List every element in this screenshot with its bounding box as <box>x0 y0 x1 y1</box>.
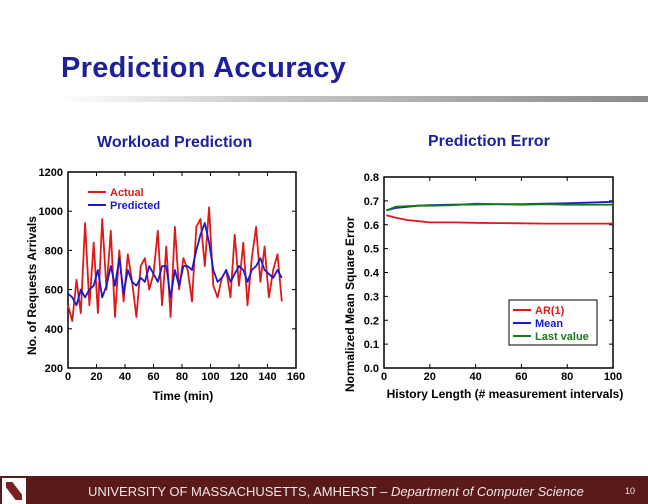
legend-label: AR(1) <box>535 305 565 317</box>
x-tick-label: 160 <box>287 371 305 383</box>
series-line-actual <box>67 206 283 322</box>
footer-separator: – <box>376 484 391 499</box>
x-tick-label: 40 <box>119 371 131 383</box>
y-axis-label: Normalized Mean Square Error <box>343 216 357 392</box>
page-number: 10 <box>625 486 636 496</box>
y-tick-label: 0.7 <box>364 196 379 208</box>
series-line-ar-1- <box>386 214 613 225</box>
y-tick-label: 0.6 <box>364 220 379 232</box>
x-tick-label: 20 <box>90 371 102 383</box>
y-tick-label: 0.0 <box>364 363 379 375</box>
footer-bar <box>0 476 648 504</box>
x-tick-label: 20 <box>424 371 436 383</box>
x-tick-label: 0 <box>65 371 71 383</box>
series-line-predicted <box>67 222 283 307</box>
y-axis-label: No. of Requests Arrivals <box>25 216 39 355</box>
legend-label: Last value <box>535 331 589 343</box>
y-tick-label: 0.2 <box>364 315 379 327</box>
y-tick-label: 0.3 <box>364 291 379 303</box>
slide-title: Prediction Accuracy <box>61 52 347 84</box>
y-tick-label: 1000 <box>39 206 63 218</box>
x-tick-label: 60 <box>515 371 527 383</box>
footer-text: UNIVERSITY OF MASSACHUSETTS, AMHERST – D… <box>88 484 584 499</box>
y-tick-label: 400 <box>45 324 63 336</box>
x-tick-label: 80 <box>561 371 573 383</box>
y-tick-label: 600 <box>45 285 63 297</box>
footer-university: UNIVERSITY OF MASSACHUSETTS, AMHERST <box>88 484 377 499</box>
x-tick-label: 100 <box>604 371 622 383</box>
legend-label: Predicted <box>110 200 160 212</box>
legend-box <box>84 182 166 214</box>
y-tick-label: 0.4 <box>364 268 380 280</box>
x-axis-label: Time (min) <box>153 389 213 403</box>
y-tick-label: 1200 <box>39 167 63 179</box>
y-tick-label: 0.1 <box>364 339 379 351</box>
y-tick-label: 0.5 <box>364 244 379 256</box>
x-tick-label: 0 <box>381 371 387 383</box>
x-tick-label: 100 <box>201 371 219 383</box>
y-tick-label: 0.8 <box>364 172 379 184</box>
x-tick-label: 60 <box>147 371 159 383</box>
x-tick-label: 40 <box>469 371 481 383</box>
x-tick-label: 120 <box>230 371 248 383</box>
x-axis-label: History Length (# measurement intervals) <box>387 387 624 401</box>
y-tick-label: 800 <box>45 245 63 257</box>
legend-label: Actual <box>110 187 144 199</box>
right-chart-title: Prediction Error <box>428 133 550 150</box>
umass-logo-icon <box>2 478 26 504</box>
legend-label: Mean <box>535 318 563 330</box>
series-line-last-value <box>385 202 613 212</box>
footer-department: Department of Computer Science <box>390 484 584 499</box>
title-rule <box>58 96 648 102</box>
x-tick-label: 140 <box>258 371 276 383</box>
left-chart-title: Workload Prediction <box>97 134 253 151</box>
x-tick-label: 80 <box>176 371 188 383</box>
y-tick-label: 200 <box>45 363 63 375</box>
